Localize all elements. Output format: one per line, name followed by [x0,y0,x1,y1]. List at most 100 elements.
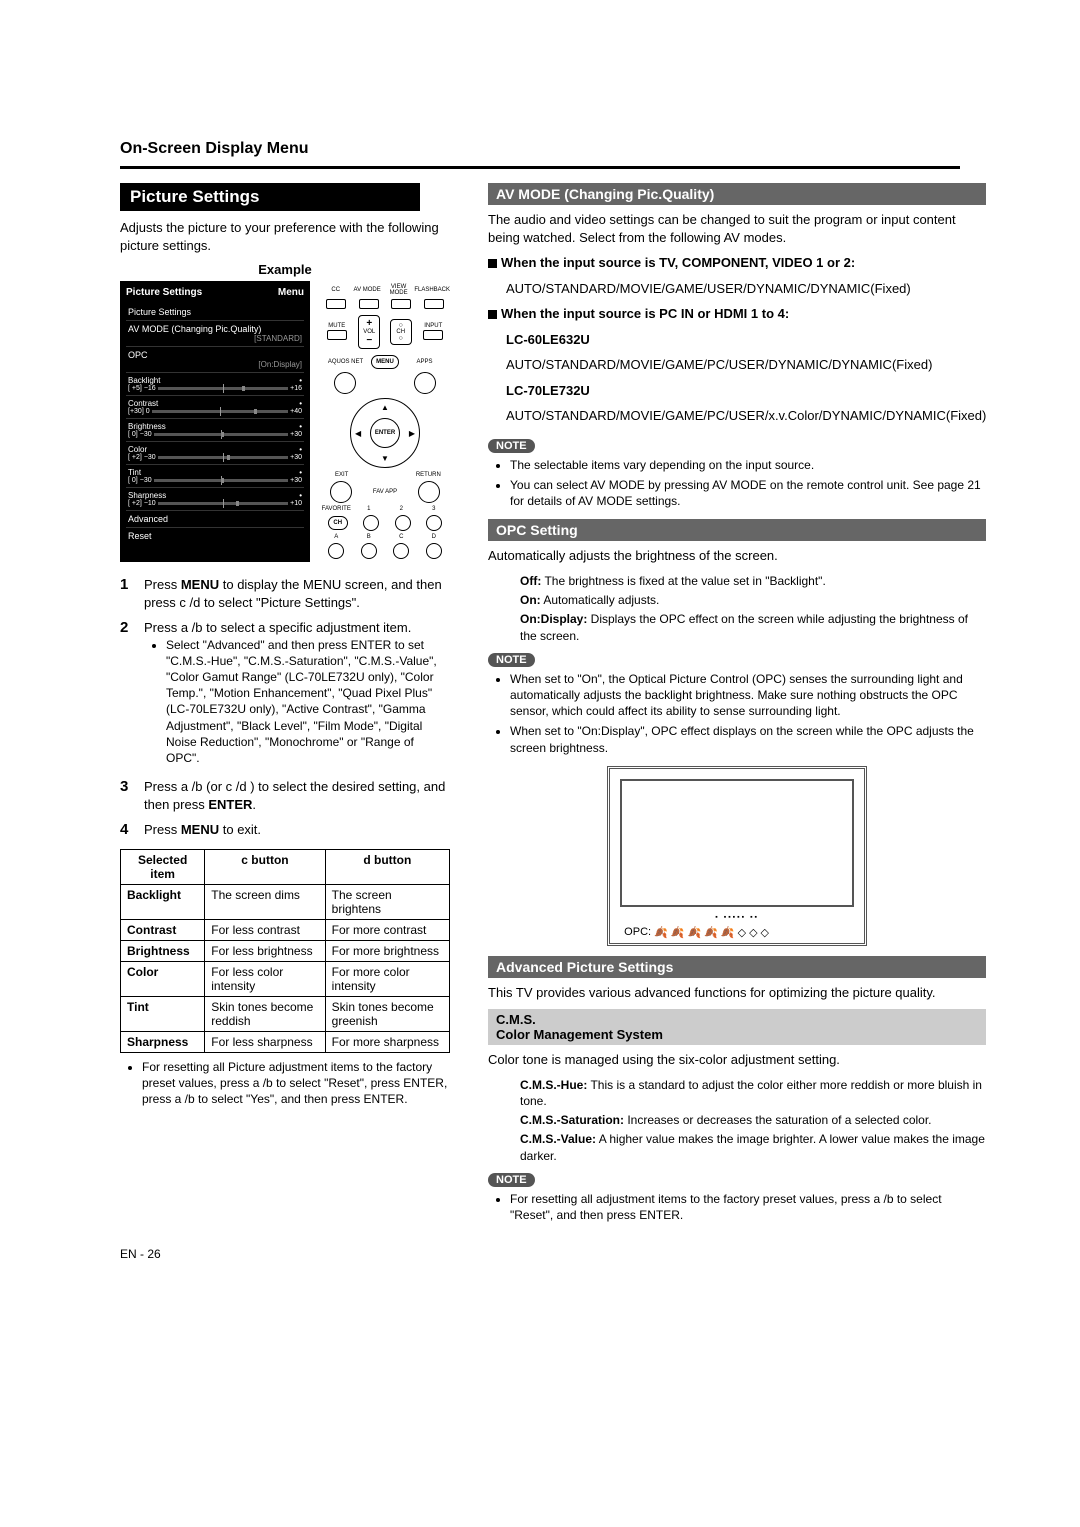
avmode-note1: The selectable items vary depending on t… [510,457,986,473]
remote-up-icon: ▲ [381,403,389,412]
diamond-icon: ◇ [761,926,769,939]
cms-hue: C.M.S.-Hue: This is a standard to adjust… [488,1077,986,1109]
osd-avmode-val: [STANDARD] [128,334,302,343]
table-header-d: d button [325,849,449,884]
opc-illus-label: OPC: [624,926,651,938]
osd-avmode-label: AV MODE (Changing Pic.Quality) [128,324,302,334]
step-2-bullet: Select "Advanced" and then press ENTER t… [166,637,450,767]
opc-heading: OPC Setting [488,519,986,541]
table-header-c: c button [205,849,325,884]
remote-mute-button [327,330,347,340]
advanced-heading: Advanced Picture Settings [488,956,986,978]
cms-val: C.M.S.-Value: A higher value makes the i… [488,1131,986,1163]
remote-num1-label: 1 [353,506,386,512]
osd-slider-brightness: Brightness• [ 0]−30 +30 [126,419,304,442]
remote-b-button [361,543,377,559]
avmode-src1: When the input source is TV, COMPONENT, … [488,254,986,272]
osd-row-ps: Picture Settings [126,304,304,321]
remote-avmode-label: AV MODE [351,287,382,293]
remote-num3-label: 3 [418,506,451,512]
remote-right-icon: ▶ [409,429,415,438]
remote-fav1-button [363,515,379,531]
remote-input-label: INPUT [421,323,445,329]
page-title: On-Screen Display Menu [120,140,960,158]
avmode-src2-m1: LC-60LE632U [488,331,986,349]
adv-note1: For resetting all adjustment items to th… [510,1191,986,1223]
remote-aquos-label: AQUOS NET [320,359,371,365]
advanced-intro: This TV provides various advanced functi… [488,984,986,1002]
osd-panel: Picture Settings Menu Picture Settings A… [120,281,310,562]
osd-opc-val: [On:Display] [128,360,302,369]
page-number: EN - 26 [120,1247,960,1261]
avmode-intro: The audio and video settings can be chan… [488,211,986,246]
remote-num2-label: 2 [385,506,418,512]
remote-cc-label: CC [320,287,351,293]
opc-intro: Automatically adjusts the brightness of … [488,547,986,565]
remote-favorite-label: FAVORITE [320,506,353,512]
remote-a-button [328,543,344,559]
cms-intro: Color tone is managed using the six-colo… [488,1051,986,1069]
table-row: BacklightThe screen dimsThe screen brigh… [121,884,450,919]
remote-favapp-label: FAV APP [373,489,397,495]
picture-settings-heading: Picture Settings [120,183,420,211]
step-1-text: Press MENU to display the MENU screen, a… [144,576,450,611]
remote-illustration: CC AV MODE VIEW MODE FLASHBACK MUTE +VOL… [320,281,450,562]
remote-aquos-button [334,372,356,394]
avmode-src2-v1: AUTO/STANDARD/MOVIE/GAME/PC/USER/DYNAMIC… [488,356,986,374]
avmode-src2-m2: LC-70LE732U [488,382,986,400]
intro-text: Adjusts the picture to your preference w… [120,219,450,254]
table-row: ContrastFor less contrastFor more contra… [121,919,450,940]
osd-slider-contrast: Contrast• [+30]0 +40 [126,396,304,419]
osd-row-opc: OPC [On:Display] [126,347,304,373]
osd-tab-menu: Menu [278,287,304,298]
remote-avmode-button [359,299,379,309]
cms-heading: C.M.S. Color Management System [488,1009,986,1045]
opc-on: On: Automatically adjusts. [488,592,986,608]
opc-note1: When set to "On", the Optical Picture Co… [510,671,986,720]
remote-flashback-label: FLASHBACK [414,287,450,293]
avmode-heading: AV MODE (Changing Pic.Quality) [488,183,986,205]
remote-input-button [423,330,443,340]
remote-c-label: C [385,534,418,540]
remote-ch-down-icon: ○ [391,335,411,342]
step-2-text: Press a /b to select a specific adjustme… [144,619,450,770]
remote-return-button [418,481,440,503]
remote-down-icon: ▼ [381,454,389,463]
step-4-text: Press MENU to exit. [144,821,450,839]
diamond-icon: ◇ [749,926,757,939]
note-label: NOTE [488,1173,535,1187]
remote-enter-button: ENTER [370,418,400,448]
remote-menu-button: MENU [371,355,399,369]
osd-opc-label: OPC [128,350,302,360]
osd-row-advanced: Advanced [126,511,304,528]
remote-apps-button [414,372,436,394]
remote-favch-button: CH [328,516,348,530]
reset-note: For resetting all Picture adjustment ite… [142,1059,450,1108]
divider [120,166,960,169]
osd-slider-backlight: Backlight• [ +5]−16 +16 [126,373,304,396]
step-3-num: 3 [120,778,136,813]
opc-ondisplay: On:Display: Displays the OPC effect on t… [488,611,986,643]
opc-off: Off: The brightness is fixed at the valu… [488,573,986,589]
avmode-src1-val: AUTO/STANDARD/MOVIE/GAME/USER/DYNAMIC/DY… [488,280,986,298]
remote-viewmode-label: VIEW MODE [383,284,414,296]
remote-ch-up-icon: ○ [391,322,411,329]
cms-sat: C.M.S.-Saturation: Increases or decrease… [488,1112,986,1128]
table-row: BrightnessFor less brightnessFor more br… [121,940,450,961]
remote-dpad: ▲ ▼ ◀ ▶ ENTER [350,398,420,468]
opc-note2: When set to "On:Display", OPC effect dis… [510,723,986,755]
table-row: SharpnessFor less sharpnessFor more shar… [121,1031,450,1052]
remote-exit-button [330,481,352,503]
osd-slider-sharpness: Sharpness• [ +2]−10 +10 [126,488,304,511]
avmode-note2: You can select AV MODE by pressing AV MO… [510,477,986,509]
osd-slider-tint: Tint• [ 0]−30 +30 [126,465,304,488]
remote-return-label: RETURN [407,472,450,478]
osd-row-reset: Reset [126,528,304,544]
remote-flashback-button [424,299,444,309]
avmode-src2: When the input source is PC IN or HDMI 1… [488,305,986,323]
remote-d-button [426,543,442,559]
remote-vol-up-icon: + [359,318,379,329]
osd-row-avmode: AV MODE (Changing Pic.Quality) [STANDARD… [126,321,304,347]
left-column: Picture Settings Adjusts the picture to … [120,183,450,1227]
leaf-icon: 🍂 [654,926,668,939]
